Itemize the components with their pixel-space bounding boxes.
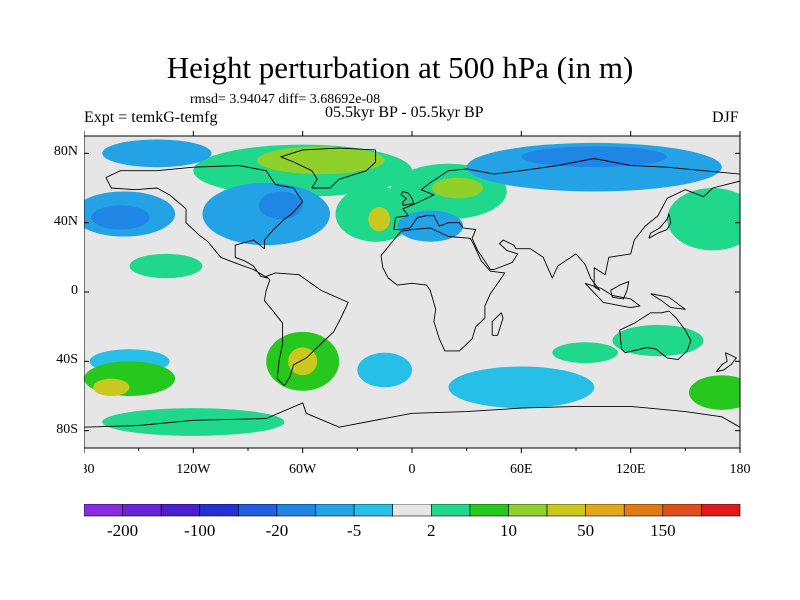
x-tick-label: 120W xyxy=(176,462,211,477)
region-europe-core xyxy=(432,177,484,199)
x-tick-label: 0 xyxy=(409,462,416,477)
colorbar-box xyxy=(84,504,123,517)
region-east-pacific-positive xyxy=(129,253,203,279)
region-south-atlantic-negative xyxy=(357,352,412,388)
stats-label: rmsd= 3.94047 diff= 3.68692e-08 xyxy=(190,92,381,107)
colorbar-box xyxy=(315,504,355,517)
x-tick-label: 60E xyxy=(510,462,533,477)
experiment-label: Expt = temkG-temfg xyxy=(84,109,218,126)
coastline-africa xyxy=(380,227,506,352)
coastline-north-america xyxy=(105,165,304,279)
region-south-pacific-core xyxy=(93,378,130,396)
colorbar-box xyxy=(662,504,702,517)
colorbar-box xyxy=(623,504,664,517)
y-tick-label: 40N xyxy=(53,213,78,229)
coastline-eurasia xyxy=(393,158,740,291)
coastline-madagascar xyxy=(491,312,504,336)
colorbar-box xyxy=(546,504,586,517)
region-north-pacific-core xyxy=(91,205,150,230)
x-tick-label: 120E xyxy=(616,462,646,477)
contour-fields xyxy=(84,139,740,436)
colorbar-box xyxy=(585,504,625,517)
x-tick-label: 60W xyxy=(289,462,317,477)
coastline-japan xyxy=(648,213,672,239)
region-central-atlantic-core xyxy=(368,207,391,232)
coastline-new-guinea xyxy=(650,293,686,310)
y-tick-label: 80N xyxy=(53,144,78,160)
region-australia-positive xyxy=(612,324,704,357)
x-tick-label: 180 xyxy=(84,462,95,477)
coastline-south-america xyxy=(263,272,349,387)
colorbar-box xyxy=(508,504,548,517)
coastline-australia xyxy=(619,310,692,361)
colorbar-box xyxy=(353,504,394,517)
colorbar-box xyxy=(276,504,316,517)
region-greenland-inner xyxy=(257,146,385,175)
colorbar-label: -100 xyxy=(184,521,215,540)
colorbar-label: -20 xyxy=(266,521,289,540)
region-southern-ocean-positive xyxy=(102,408,285,436)
coastline-uk xyxy=(400,191,415,206)
colorbar: -200 -100 -20 -5 2 10 50 150 xyxy=(84,504,741,540)
period-label: 05.5kyr BP - 05.5kyr BP xyxy=(325,104,484,121)
colorbar-box xyxy=(430,504,471,517)
colorbar-label: 150 xyxy=(650,521,676,540)
coastline-indonesia xyxy=(584,282,641,309)
region-east-asia-positive xyxy=(667,188,740,251)
coastline-borneo xyxy=(610,281,630,300)
y-tick-label: 80S xyxy=(56,421,78,437)
map-panel: 180 120W 60W 0 60E 120E 180 xyxy=(84,131,751,477)
colorbar-label: 50 xyxy=(577,521,594,540)
season-label: DJF xyxy=(712,109,739,126)
plot-title: Height perturbation at 500 hPa (in m) xyxy=(166,50,634,85)
region-indian-ocean-negative xyxy=(448,366,595,409)
colorbar-box xyxy=(160,504,201,517)
colorbar-box xyxy=(701,504,741,517)
region-north-america-core xyxy=(258,191,303,220)
colorbar-box xyxy=(199,504,239,517)
y-tick-label: 0 xyxy=(71,283,78,298)
region-mediterranean-negative xyxy=(397,210,464,242)
colorbar-label: 2 xyxy=(427,521,436,540)
region-tasman-positive xyxy=(688,375,740,410)
colorbar-box xyxy=(469,504,509,517)
y-tick-label: 40S xyxy=(56,352,78,368)
coastline-new-zealand xyxy=(715,352,737,373)
colorbar-label: 10 xyxy=(500,521,517,540)
region-indian-ocean-positive xyxy=(552,342,618,364)
coastline-greenland xyxy=(280,147,377,189)
region-arctic-pacific-negative xyxy=(102,139,212,168)
colorbar-box xyxy=(392,504,432,517)
colorbar-label: -5 xyxy=(347,521,361,540)
colorbar-box xyxy=(238,504,278,517)
colorbar-box xyxy=(122,504,162,517)
coastline-antarctica xyxy=(84,402,740,428)
coastlines xyxy=(84,147,740,428)
x-tick-label: 180 xyxy=(730,462,751,477)
colorbar-label: -200 xyxy=(107,521,138,540)
region-siberia-core xyxy=(521,146,668,168)
